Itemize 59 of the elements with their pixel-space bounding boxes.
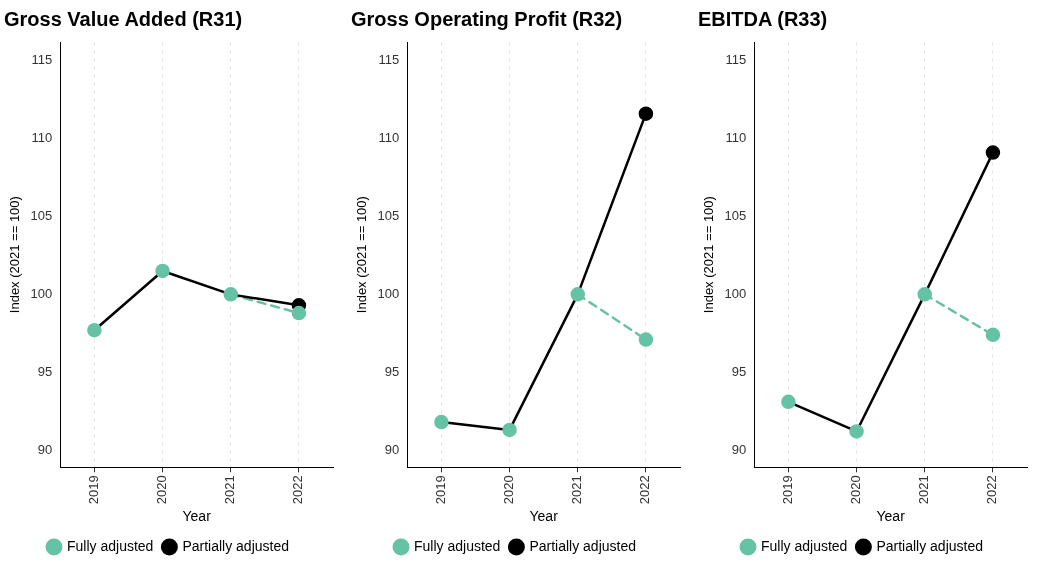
point [985,327,1001,343]
legend-label: Fully adjusted [761,537,848,554]
y-tick-label: 105 [377,208,400,224]
point [638,332,654,347]
x-tick-label: 2022 [290,475,306,505]
chart-title: Gross Value Added (R31) [4,7,243,30]
x-tick-label: 2021 [222,475,238,505]
y-tick-label: 95 [37,363,53,379]
y-tick-label: 95 [731,363,747,379]
x-axis-title: Year [529,508,559,525]
x-tick-label: 2019 [85,475,101,505]
point [917,287,932,302]
point [155,263,170,279]
legend-label: Partially adjusted [529,537,637,554]
y-tick-label: 115 [725,52,747,68]
legend-label: Partially adjusted [876,537,984,554]
legend-label: Partially adjusted [182,537,290,554]
legend-label: Fully adjusted [67,537,154,554]
y-tick-label: 105 [30,208,53,224]
x-tick-label: 2021 [916,475,932,505]
y-tick-label: 90 [37,441,53,457]
y-tick-label: 105 [724,208,747,224]
x-tick-label: 2020 [501,475,517,505]
point [849,424,864,439]
y-tick-label: 95 [384,363,400,379]
x-tick-label: 2019 [432,475,448,505]
point [985,145,1001,160]
y-axis-title: Index (2021 == 100) [7,196,23,314]
x-tick-label: 2021 [569,475,585,505]
y-axis-title: Index (2021 == 100) [701,196,717,314]
y-tick-label: 110 [378,130,400,146]
point [87,322,102,338]
x-tick-label: 2022 [984,475,1000,505]
x-tick-label: 2022 [637,475,653,505]
y-tick-label: 90 [384,441,400,457]
x-axis-title: Year [182,508,212,525]
x-tick-label: 2020 [154,475,170,505]
point [781,394,796,410]
y-tick-label: 110 [31,130,53,146]
y-tick-label: 115 [31,52,53,68]
y-tick-label: 100 [377,285,400,301]
point [570,287,585,302]
chart-title: EBITDA (R33) [698,7,828,30]
y-tick-label: 115 [378,52,400,68]
y-axis-title: Index (2021 == 100) [354,196,370,314]
point [434,414,449,430]
point [223,287,238,302]
y-tick-label: 100 [30,285,53,301]
y-tick-label: 100 [724,285,747,301]
point [638,106,654,121]
x-axis-title: Year [876,508,906,525]
point [291,305,307,321]
x-tick-label: 2020 [848,475,864,505]
x-tick-label: 2019 [779,475,795,505]
point [502,422,517,438]
legend-label: Fully adjusted [414,537,501,554]
chart-title: Gross Operating Profit (R32) [351,7,623,30]
y-tick-label: 110 [725,130,747,146]
y-tick-label: 90 [731,441,747,457]
